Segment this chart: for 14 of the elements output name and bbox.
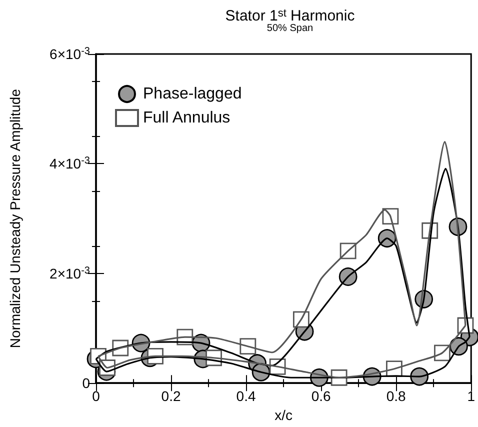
- y-tick-label: 4×10$^{-3}$: [50, 155, 90, 172]
- x-tick-label: 0.2: [161, 388, 181, 404]
- x-tick-label: 0.6: [311, 388, 332, 404]
- y-tick-label: 2×10$^{-3}$: [50, 264, 90, 282]
- x-tick-label: 1: [467, 388, 476, 404]
- y-axis-title: Normalized Unsteady Pressure Amplitude: [7, 88, 23, 348]
- x-tick-label: 0.8: [386, 388, 406, 404]
- legend-label: Phase-lagged: [143, 86, 242, 102]
- legend-label: Full Annulus: [143, 110, 230, 126]
- y-tick-label: 6×10$^{-3}$: [50, 46, 90, 62]
- chart-subtitle: 50% Span: [266, 23, 314, 34]
- x-tick-label: 0.4: [236, 388, 256, 404]
- x-axis-title: x/c: [274, 407, 292, 423]
- x-tick-label: 0: [92, 388, 100, 404]
